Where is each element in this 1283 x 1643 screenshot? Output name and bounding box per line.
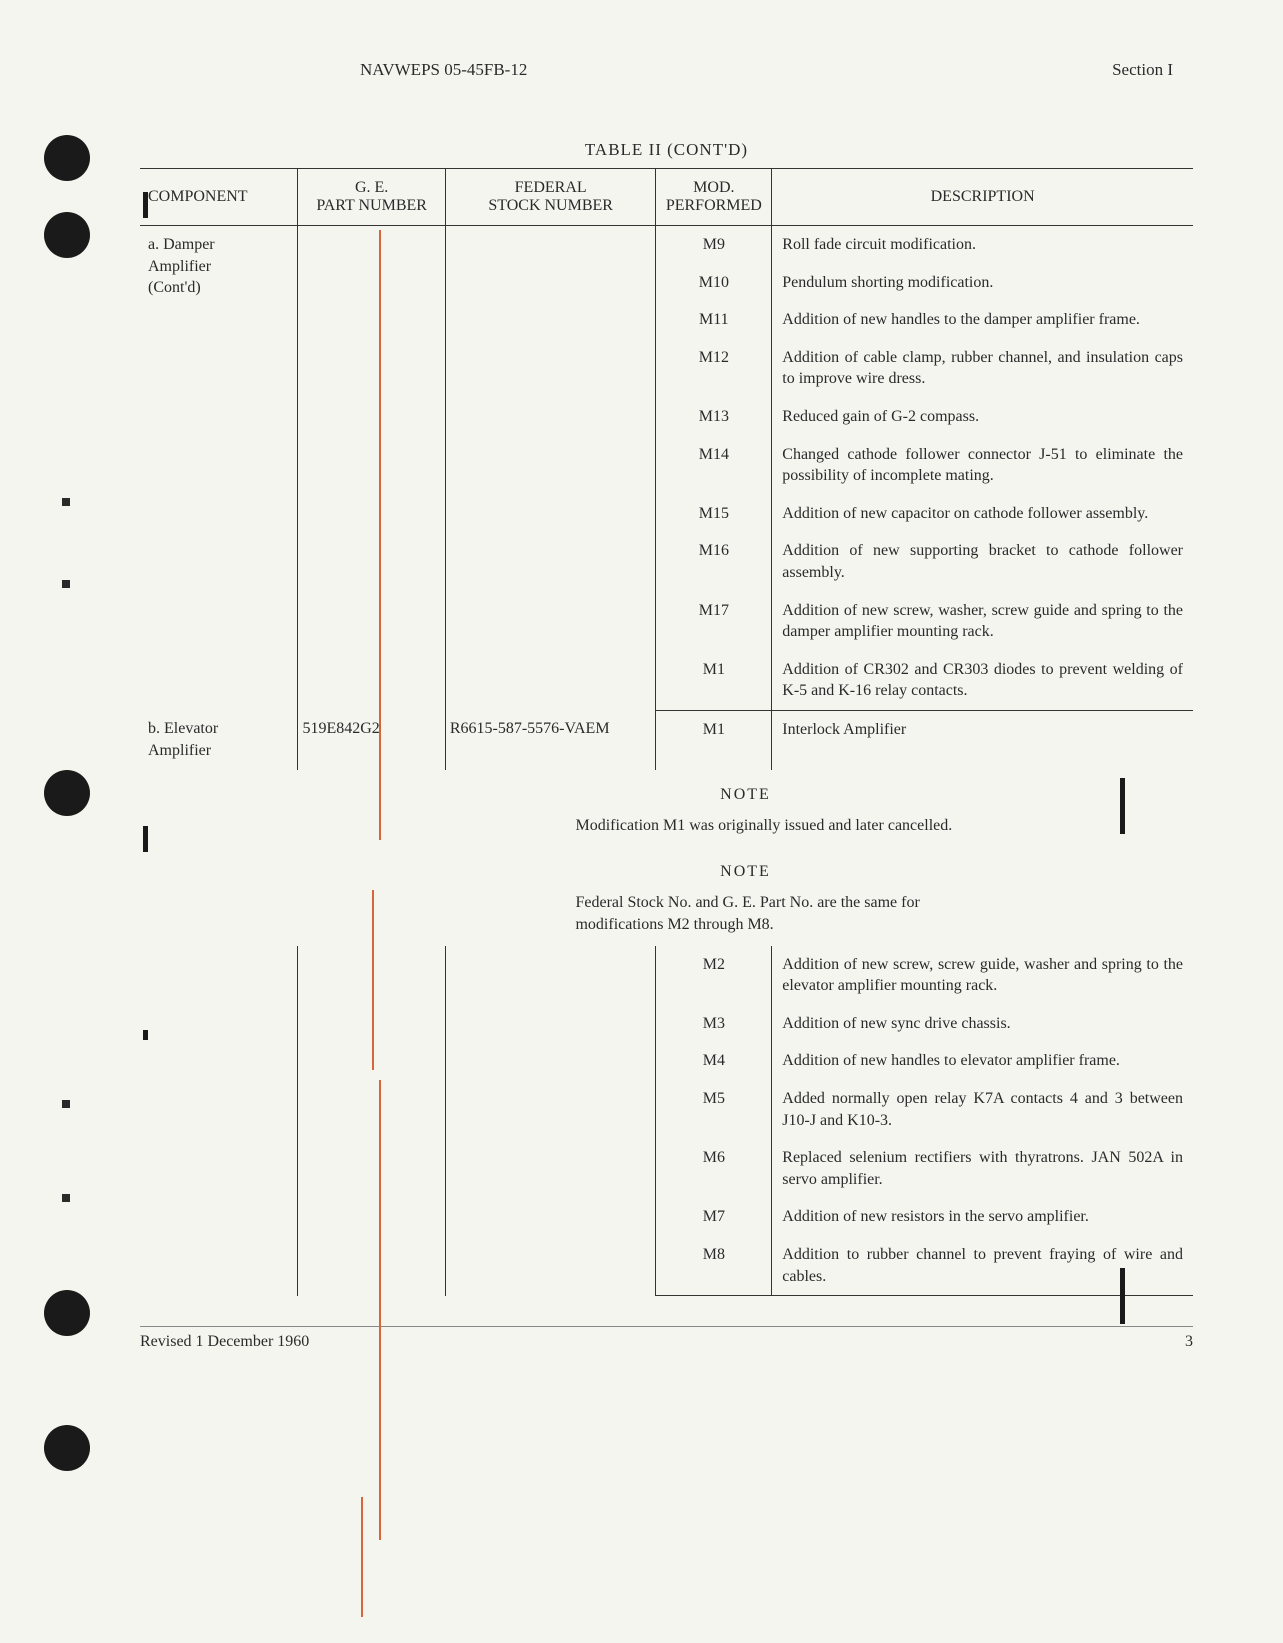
change-bar [143, 1030, 148, 1040]
cell: M3 [656, 1005, 772, 1043]
red-line [361, 1497, 363, 1617]
section-label: Section I [1112, 60, 1173, 80]
cell: Addition of new capacitor on cathode fol… [772, 495, 1193, 533]
table-title: TABLE II (CONT'D) [140, 140, 1193, 160]
note-row: NOTE [140, 847, 1193, 889]
cell: M12 [656, 339, 772, 398]
scan-mark [62, 1194, 70, 1202]
cell: M11 [656, 301, 772, 339]
scan-mark [62, 498, 70, 506]
cell: 519E842G2 [298, 710, 445, 769]
cell: Addition of new handles to the damper am… [772, 301, 1193, 339]
cell: M14 [656, 436, 772, 495]
cell: Addition of new resistors in the servo a… [772, 1198, 1193, 1236]
cell: M5 [656, 1080, 772, 1139]
punch-hole [44, 1425, 90, 1471]
table-row: M2 Addition of new screw, screw guide, w… [140, 946, 1193, 1005]
cell: Changed cathode follower connector J-51 … [772, 436, 1193, 495]
table-row: b. Elevator Amplifier 519E842G2 R6615-58… [140, 710, 1193, 769]
red-line [372, 890, 374, 1070]
punch-hole [44, 212, 90, 258]
col-stock: FEDERAL STOCK NUMBER [445, 169, 656, 226]
cell: R6615-587-5576-VAEM [445, 710, 656, 769]
cell: Replaced selenium rectifiers with thyrat… [772, 1139, 1193, 1198]
note-text-row: Modification M1 was originally issued an… [140, 811, 1193, 847]
cell: Addition of new sync drive chassis. [772, 1005, 1193, 1043]
page-footer: Revised 1 December 1960 3 [140, 1326, 1193, 1351]
cell: M13 [656, 398, 772, 436]
cell: M1 [656, 710, 772, 769]
cell: M1 [656, 651, 772, 711]
cell: M15 [656, 495, 772, 533]
cell: M7 [656, 1198, 772, 1236]
cell: Addition of new supporting bracket to ca… [772, 532, 1193, 591]
col-part: G. E. PART NUMBER [298, 169, 445, 226]
change-bar [1120, 1268, 1125, 1324]
table-header: COMPONENT G. E. PART NUMBER FEDERAL STOC… [140, 169, 1193, 226]
cell: Addition of CR302 and CR303 diodes to pr… [772, 651, 1193, 711]
cell: Roll fade circuit modification. [772, 226, 1193, 264]
note-row: NOTE [140, 770, 1193, 812]
cell: Addition of new handles to elevator ampl… [772, 1042, 1193, 1080]
cell: Interlock Amplifier [772, 710, 1193, 769]
note-text: Federal Stock No. and G. E. Part No. are… [515, 892, 975, 935]
punch-hole [44, 135, 90, 181]
cell [140, 946, 298, 1296]
page-header: NAVWEPS 05-45FB-12 Section I [140, 60, 1193, 80]
col-component: COMPONENT [140, 169, 298, 226]
page-number: 3 [1185, 1333, 1193, 1351]
change-bar [1120, 778, 1125, 834]
cell: M8 [656, 1236, 772, 1296]
main-table: COMPONENT G. E. PART NUMBER FEDERAL STOC… [140, 168, 1193, 1296]
cell: Addition to rubber channel to prevent fr… [772, 1236, 1193, 1296]
cell: M9 [656, 226, 772, 264]
revised-date: Revised 1 December 1960 [140, 1333, 309, 1351]
punch-hole [44, 1290, 90, 1336]
cell: Addition of cable clamp, rubber channel,… [772, 339, 1193, 398]
change-bar [143, 192, 148, 218]
component-a: a. Damper Amplifier (Cont'd) [140, 226, 298, 711]
table-body: a. Damper Amplifier (Cont'd) M9 Roll fad… [140, 226, 1193, 1296]
col-desc: DESCRIPTION [772, 169, 1193, 226]
scan-mark [62, 580, 70, 588]
doc-id: NAVWEPS 05-45FB-12 [360, 60, 527, 80]
cell: M4 [656, 1042, 772, 1080]
note-label: NOTE [720, 863, 771, 880]
cell: Added normally open relay K7A contacts 4… [772, 1080, 1193, 1139]
note-label: NOTE [720, 786, 771, 803]
cell [298, 226, 445, 711]
cell: M16 [656, 532, 772, 591]
red-line [379, 1080, 381, 1540]
note-text: Modification M1 was originally issued an… [515, 815, 975, 837]
cell: Pendulum shorting modification. [772, 264, 1193, 302]
change-bar [143, 826, 148, 852]
scan-mark [62, 1100, 70, 1108]
component-b: b. Elevator Amplifier [140, 710, 298, 769]
note-text-row: Federal Stock No. and G. E. Part No. are… [140, 888, 1193, 945]
table-row: a. Damper Amplifier (Cont'd) M9 Roll fad… [140, 226, 1193, 264]
cell [445, 946, 656, 1296]
cell: Addition of new screw, washer, screw gui… [772, 592, 1193, 651]
cell: M6 [656, 1139, 772, 1198]
cell: Reduced gain of G-2 compass. [772, 398, 1193, 436]
red-line [379, 230, 381, 840]
cell: M2 [656, 946, 772, 1005]
cell: Addition of new screw, screw guide, wash… [772, 946, 1193, 1005]
cell [445, 226, 656, 711]
punch-hole [44, 770, 90, 816]
cell: M17 [656, 592, 772, 651]
col-mod: MOD. PERFORMED [656, 169, 772, 226]
cell: M10 [656, 264, 772, 302]
